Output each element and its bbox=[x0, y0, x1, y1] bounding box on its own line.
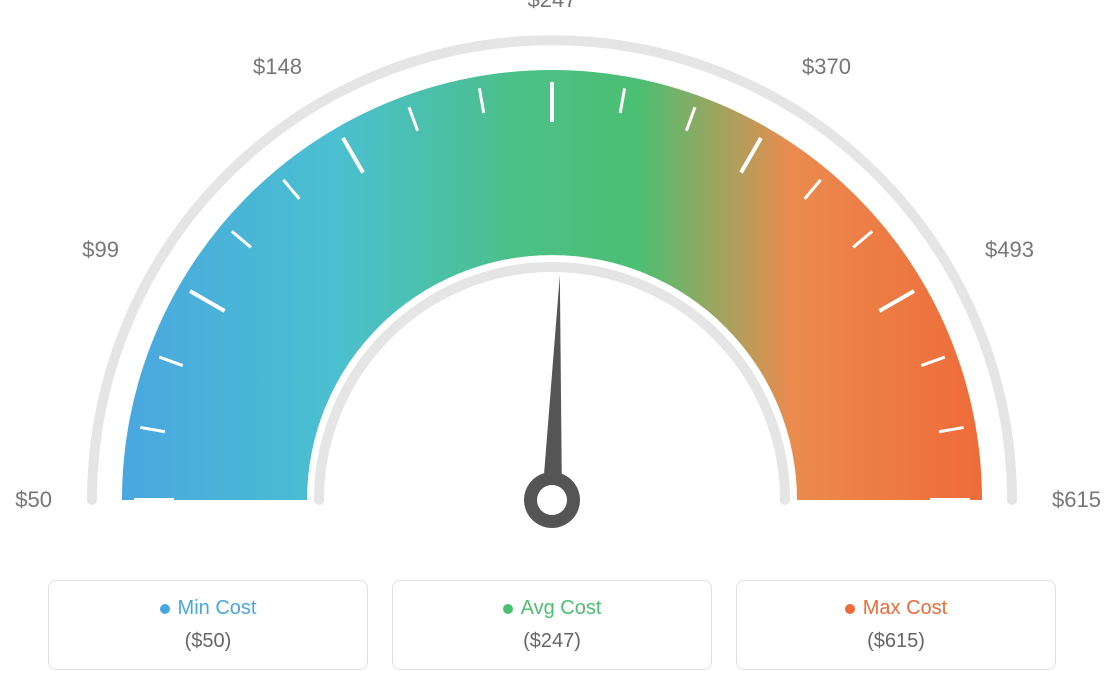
legend-value: ($247) bbox=[413, 630, 691, 653]
svg-text:$148: $148 bbox=[253, 54, 302, 79]
dot-icon bbox=[160, 604, 170, 614]
legend-title-min: Min Cost bbox=[160, 597, 257, 620]
legend-card-min: Min Cost ($50) bbox=[48, 580, 368, 670]
legend-card-avg: Avg Cost ($247) bbox=[392, 580, 712, 670]
svg-text:$50: $50 bbox=[15, 487, 52, 512]
gauge-svg: $50 $99 $148 $247 $370 $493 $615 bbox=[0, 0, 1104, 560]
legend-value: ($50) bbox=[69, 630, 347, 653]
legend-row: Min Cost ($50) Avg Cost ($247) Max Cost … bbox=[0, 580, 1104, 670]
svg-text:$615: $615 bbox=[1052, 487, 1101, 512]
svg-text:$247: $247 bbox=[528, 0, 577, 12]
legend-label: Max Cost bbox=[863, 597, 947, 620]
legend-title-avg: Avg Cost bbox=[503, 597, 602, 620]
legend-label: Min Cost bbox=[178, 597, 257, 620]
svg-text:$493: $493 bbox=[985, 237, 1034, 262]
legend-label: Avg Cost bbox=[521, 597, 602, 620]
legend-value: ($615) bbox=[757, 630, 1035, 653]
svg-text:$99: $99 bbox=[82, 237, 119, 262]
svg-text:$370: $370 bbox=[802, 54, 851, 79]
dot-icon bbox=[503, 604, 513, 614]
dot-icon bbox=[845, 604, 855, 614]
gauge-chart: $50 $99 $148 $247 $370 $493 $615 bbox=[0, 0, 1104, 560]
legend-card-max: Max Cost ($615) bbox=[736, 580, 1056, 670]
legend-title-max: Max Cost bbox=[845, 597, 947, 620]
